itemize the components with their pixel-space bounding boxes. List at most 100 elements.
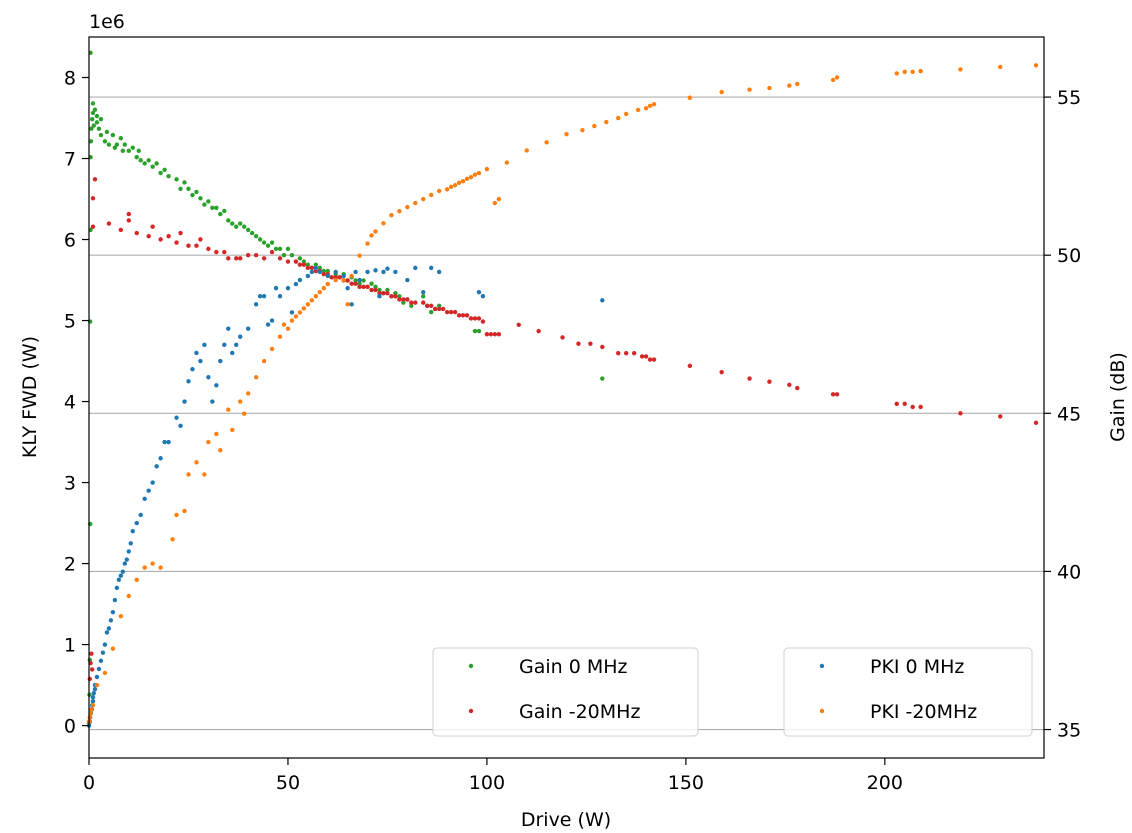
data-point: [409, 300, 414, 305]
data-point: [210, 205, 215, 210]
y-tick-label: 4: [64, 392, 76, 414]
data-point: [480, 294, 486, 299]
data-point: [285, 285, 291, 291]
data-point: [476, 328, 482, 334]
data-point: [118, 135, 124, 141]
data-point: [234, 224, 239, 229]
data-point: [444, 309, 450, 315]
data-point: [747, 87, 752, 92]
data-point: [261, 256, 267, 261]
data-point: [142, 565, 147, 570]
data-point: [166, 439, 171, 445]
data-point: [142, 496, 147, 501]
data-point: [277, 246, 283, 252]
data-point: [146, 234, 151, 239]
data-point: [369, 281, 374, 286]
data-point: [313, 262, 319, 267]
data-point: [432, 306, 438, 312]
x-tick-label: 50: [276, 772, 300, 794]
data-point: [560, 335, 565, 340]
data-point: [377, 290, 382, 296]
data-point: [564, 132, 569, 137]
data-point: [174, 512, 179, 518]
data-point: [222, 208, 227, 214]
data-point: [337, 275, 342, 280]
data-points: [86, 50, 1039, 728]
data-point: [452, 309, 458, 315]
data-point: [89, 117, 95, 122]
data-point: [134, 154, 139, 160]
data-point: [194, 460, 199, 465]
data-point: [365, 241, 370, 246]
data-point: [98, 132, 104, 138]
data-point: [998, 64, 1003, 70]
data-point: [767, 85, 772, 91]
x-tick-label: 100: [469, 772, 505, 794]
data-point: [126, 593, 131, 599]
data-point: [333, 269, 338, 275]
data-point: [91, 690, 96, 696]
data-point: [309, 298, 315, 303]
data-point: [90, 699, 96, 704]
data-point: [285, 246, 291, 252]
data-point: [202, 342, 207, 348]
data-point: [834, 392, 840, 397]
data-point: [373, 268, 378, 273]
data-point: [89, 126, 94, 131]
data-point: [108, 618, 114, 623]
data-point: [98, 658, 104, 663]
data-point: [134, 520, 139, 526]
data-point: [317, 289, 322, 295]
data-point: [261, 240, 267, 245]
y-tick-label: 8: [64, 68, 76, 90]
data-point: [357, 277, 362, 283]
data-point: [269, 240, 275, 245]
data-point: [297, 310, 303, 315]
data-point: [719, 89, 724, 95]
data-point: [214, 383, 219, 388]
data-point: [389, 213, 394, 218]
data-point: [544, 140, 549, 145]
data-point: [460, 313, 466, 318]
data-point: [464, 313, 470, 318]
data-point: [687, 95, 693, 100]
legend-gain-0mhz-label: Gain 0 MHz: [519, 656, 628, 678]
data-point: [369, 287, 374, 293]
data-point: [110, 646, 116, 651]
data-point: [90, 695, 96, 700]
data-point: [106, 626, 112, 631]
data-point: [198, 237, 203, 242]
data-point: [226, 256, 231, 261]
data-point: [162, 439, 167, 445]
data-point: [317, 269, 322, 275]
y-tick-label: 7: [64, 149, 76, 171]
data-point: [472, 328, 478, 334]
data-point: [405, 277, 410, 283]
data-point: [353, 281, 358, 286]
data-point: [580, 127, 585, 133]
data-point: [257, 237, 263, 242]
data-point: [102, 642, 108, 647]
data-point: [389, 294, 394, 299]
data-point: [616, 351, 621, 356]
data-point: [349, 302, 354, 307]
data-point: [377, 287, 382, 293]
data-point: [230, 427, 235, 433]
data-point: [150, 224, 155, 229]
data-point: [285, 259, 291, 264]
data-point: [178, 186, 183, 191]
data-point: [158, 565, 163, 570]
data-point: [421, 196, 426, 202]
data-point: [317, 265, 322, 271]
data-point: [114, 142, 120, 147]
data-point: [126, 211, 131, 217]
data-point: [253, 375, 259, 380]
data-point: [194, 189, 199, 195]
data-point: [647, 357, 653, 362]
data-point: [329, 275, 334, 280]
data-point: [257, 294, 263, 299]
data-point: [492, 332, 498, 337]
data-point: [313, 265, 319, 271]
data-point: [444, 187, 450, 192]
